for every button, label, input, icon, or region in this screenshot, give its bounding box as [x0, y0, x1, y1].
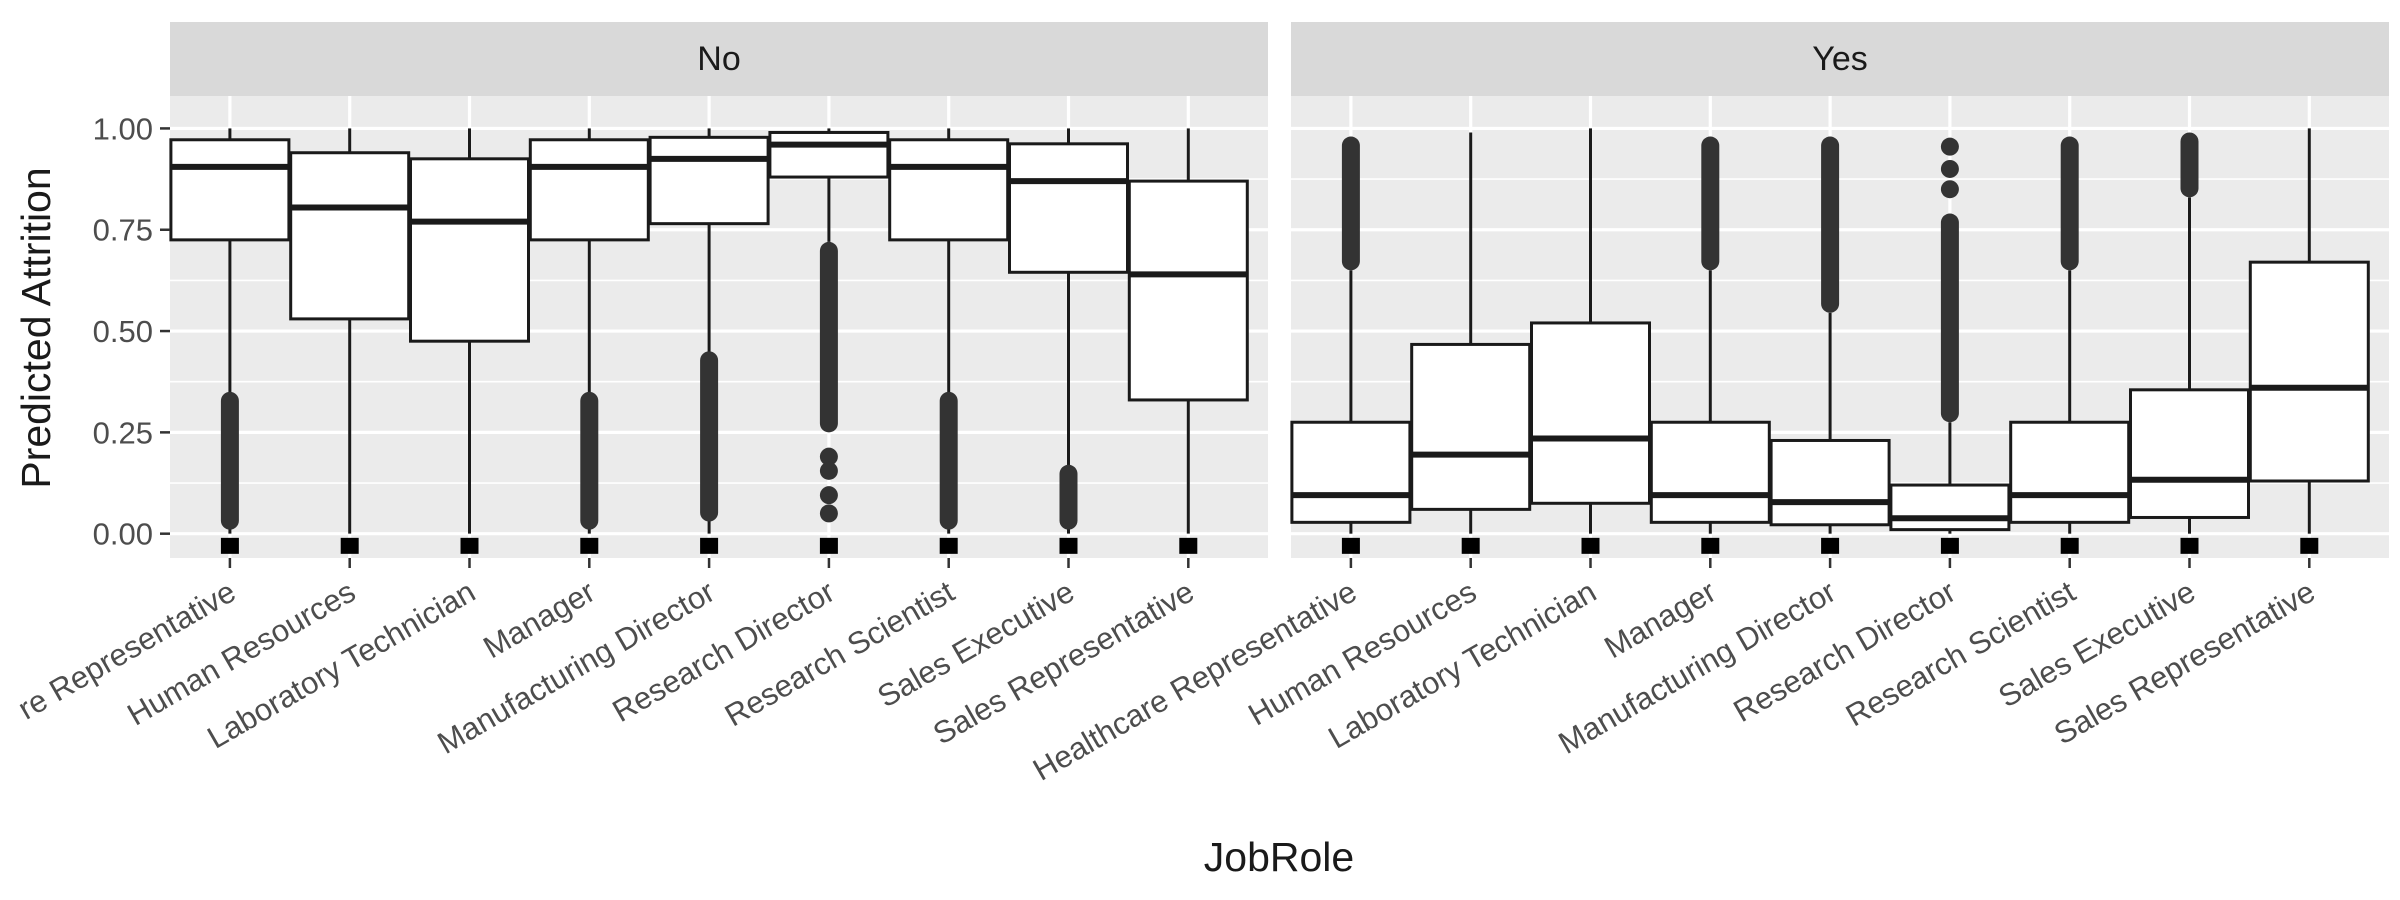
box-group — [648, 128, 770, 554]
point-marker — [1821, 537, 1840, 554]
point-marker — [460, 537, 479, 554]
box-iqr — [888, 138, 1010, 242]
box-iqr — [409, 157, 530, 343]
box-group — [2129, 132, 2250, 554]
y-tick-label: 0.00 — [93, 517, 153, 552]
box-iqr — [1769, 438, 1891, 527]
box-group — [1410, 132, 1532, 554]
outlier-point — [819, 461, 838, 480]
outlier-band — [580, 391, 599, 530]
outlier-point — [819, 486, 838, 505]
outlier-point — [1940, 180, 1959, 199]
outlier-band — [700, 351, 719, 522]
box-iqr — [528, 138, 650, 242]
box-iqr — [1127, 179, 1249, 402]
box-iqr — [169, 138, 291, 242]
point-marker — [1059, 537, 1078, 554]
box-iqr — [1649, 420, 1771, 524]
box-iqr — [2129, 388, 2250, 519]
box-group — [1769, 136, 1891, 554]
box-group — [1889, 137, 2011, 554]
point-marker — [1461, 537, 1480, 554]
box-iqr — [768, 130, 890, 179]
outlier-band — [1821, 136, 1840, 313]
box-group — [528, 128, 650, 554]
box-iqr — [1889, 483, 2011, 532]
outlier-point — [1940, 137, 1959, 156]
point-marker — [220, 537, 239, 554]
box-iqr — [2248, 260, 2370, 483]
outlier-band — [819, 241, 838, 433]
outlier-band — [939, 391, 958, 530]
point-marker — [2180, 537, 2199, 554]
box-group — [1530, 128, 1651, 554]
box-group — [1008, 128, 1129, 554]
box-group — [2248, 128, 2370, 554]
box-iqr — [648, 135, 770, 226]
outlier-point — [819, 504, 838, 523]
outlier-band — [2060, 136, 2079, 271]
point-marker — [2060, 537, 2079, 554]
outlier-band — [1940, 213, 1959, 423]
point-marker — [939, 537, 958, 554]
point-marker — [819, 537, 838, 554]
point-marker — [1701, 537, 1720, 554]
point-marker — [580, 537, 599, 554]
box-iqr — [1290, 420, 1412, 524]
box-iqr — [289, 151, 411, 321]
facet-strips: No Yes — [170, 22, 2389, 96]
outlier-band — [1059, 464, 1078, 530]
point-marker — [1940, 537, 1959, 554]
box-iqr — [1008, 142, 1129, 274]
box-group — [2009, 136, 2131, 554]
box-iqr — [1530, 321, 1651, 505]
box-group — [409, 128, 530, 554]
box-iqr — [1410, 342, 1532, 511]
outlier-band — [1341, 136, 1360, 271]
y-axis-title: Predicted Attrition — [13, 167, 59, 488]
box-group — [768, 128, 890, 554]
facet-strip — [1291, 22, 2389, 96]
facet-strip-label: No — [697, 40, 740, 78]
y-tick-label: 0.25 — [93, 415, 153, 450]
y-tick-label: 0.50 — [93, 314, 153, 349]
outlier-band — [1701, 136, 1720, 271]
box-group — [1649, 136, 1771, 554]
box-group — [888, 128, 1010, 554]
outlier-band — [220, 391, 239, 530]
facet-strip — [170, 22, 1268, 96]
box-group — [1290, 136, 1412, 554]
box-group — [289, 128, 411, 554]
box-group — [1127, 128, 1249, 554]
box-iqr — [2009, 420, 2131, 524]
point-marker — [1341, 537, 1360, 554]
facet-strip-label: Yes — [1812, 40, 1867, 78]
point-marker — [2300, 537, 2319, 554]
point-marker — [700, 537, 719, 554]
facet-panels — [169, 96, 2389, 558]
outlier-point — [1940, 159, 1959, 178]
x-axis-title: JobRole — [1204, 834, 1354, 880]
y-tick-label: 0.75 — [93, 213, 153, 248]
outlier-point — [819, 447, 838, 466]
box-group — [169, 128, 291, 554]
point-marker — [340, 537, 359, 554]
outlier-band — [2180, 132, 2199, 198]
y-axis: 0.00 0.25 0.50 0.75 1.00 — [93, 111, 170, 552]
point-marker — [1179, 537, 1198, 554]
y-tick-label: 1.00 — [93, 111, 153, 146]
point-marker — [1581, 537, 1600, 554]
